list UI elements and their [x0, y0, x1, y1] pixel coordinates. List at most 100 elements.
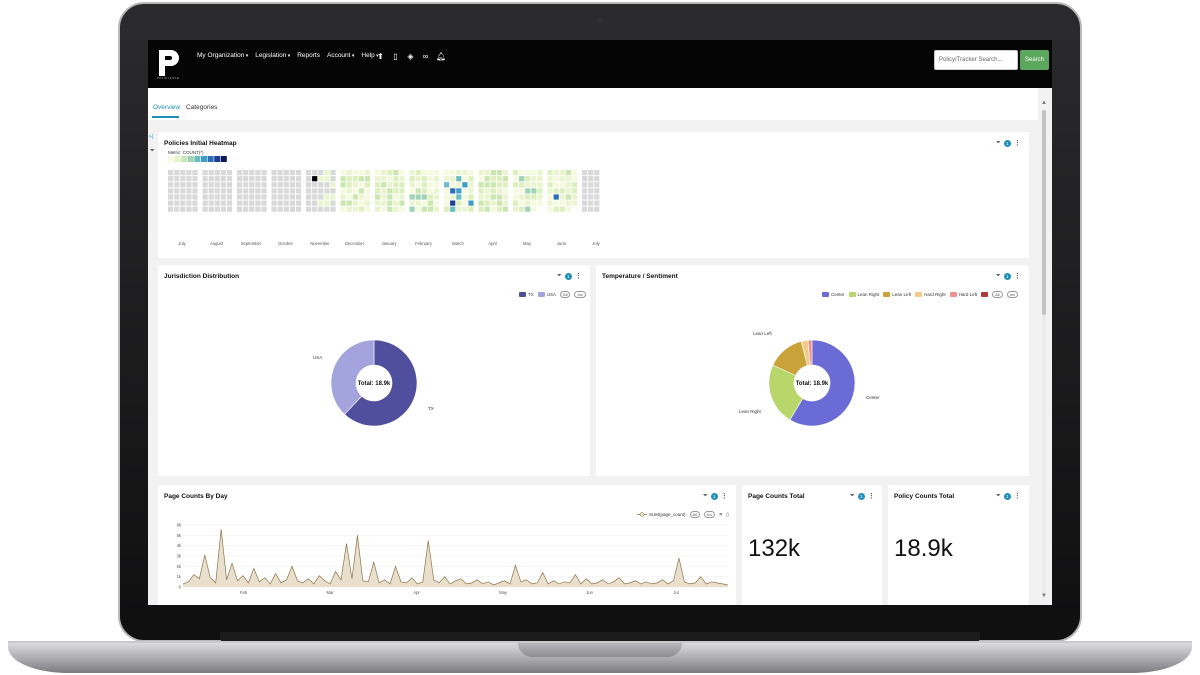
heatmap-cell[interactable]: [346, 170, 352, 176]
heatmap-cell[interactable]: [214, 194, 220, 200]
heatmap-cell[interactable]: [513, 206, 519, 212]
heatmap-cell[interactable]: [502, 188, 509, 194]
heatmap-cell[interactable]: [324, 188, 330, 194]
heatmap-cell[interactable]: [582, 200, 588, 206]
heatmap-cell[interactable]: [462, 176, 468, 182]
heatmap-cell[interactable]: [537, 200, 543, 206]
heatmap-cell[interactable]: [174, 182, 180, 188]
heatmap-cell[interactable]: [547, 194, 553, 200]
heatmap-cell[interactable]: [174, 200, 180, 206]
heatmap-cell[interactable]: [283, 188, 289, 194]
heatmap-cell[interactable]: [271, 170, 277, 176]
heatmap-cell[interactable]: [226, 194, 233, 200]
heatmap-cell[interactable]: [168, 206, 174, 212]
heatmap-cell[interactable]: [168, 200, 174, 206]
heatmap-cell[interactable]: [226, 182, 233, 188]
heatmap-cell[interactable]: [456, 182, 462, 188]
heatmap-cell[interactable]: [513, 200, 519, 206]
heatmap-cell[interactable]: [295, 170, 302, 176]
heatmap-cell[interactable]: [381, 200, 387, 206]
heatmap-cell[interactable]: [214, 176, 220, 182]
heatmap-cell[interactable]: [208, 200, 214, 206]
heatmap-cell[interactable]: [306, 206, 312, 212]
donut-slice[interactable]: [330, 339, 375, 415]
heatmap-cell[interactable]: [600, 170, 606, 176]
heatmap-cell[interactable]: [208, 188, 214, 194]
heatmap-cell[interactable]: [283, 206, 289, 212]
heatmap-cell[interactable]: [180, 194, 186, 200]
heatmap-cell[interactable]: [381, 188, 387, 194]
heatmap-cell[interactable]: [409, 170, 415, 176]
heatmap-cell[interactable]: [468, 188, 474, 194]
heatmap-cell[interactable]: [312, 176, 318, 182]
heatmap-cell[interactable]: [421, 182, 427, 188]
heatmap-cell[interactable]: [352, 176, 358, 182]
heatmap-cell[interactable]: [444, 182, 450, 188]
heatmap-cell[interactable]: [387, 170, 393, 176]
heatmap-cell[interactable]: [531, 194, 537, 200]
heatmap-cell[interactable]: [358, 200, 364, 206]
heatmap-cell[interactable]: [295, 176, 302, 182]
heatmap-cell[interactable]: [456, 200, 462, 206]
more-menu-icon[interactable]: ⋮: [720, 493, 728, 500]
heatmap-cell[interactable]: [174, 176, 180, 182]
heatmap-cell[interactable]: [249, 206, 255, 212]
heatmap-cell[interactable]: [318, 182, 324, 188]
heatmap-cell[interactable]: [261, 194, 267, 200]
heatmap-cell[interactable]: [226, 170, 233, 176]
heatmap-cell[interactable]: [324, 176, 330, 182]
heatmap-cell[interactable]: [433, 188, 440, 194]
heatmap-cell[interactable]: [571, 182, 578, 188]
more-menu-icon[interactable]: ⋮: [1013, 273, 1021, 280]
heatmap-cell[interactable]: [490, 200, 496, 206]
heatmap-cell[interactable]: [306, 176, 312, 182]
heatmap-cell[interactable]: [409, 200, 415, 206]
heatmap-cell[interactable]: [312, 200, 318, 206]
heatmap-cell[interactable]: [553, 176, 559, 182]
heatmap-cell[interactable]: [375, 188, 381, 194]
heatmap-cell[interactable]: [415, 200, 421, 206]
heatmap-cell[interactable]: [531, 170, 537, 176]
heatmap-cell[interactable]: [553, 194, 559, 200]
heatmap-cell[interactable]: [226, 176, 233, 182]
heatmap-cell[interactable]: [490, 182, 496, 188]
heatmap-cell[interactable]: [606, 206, 612, 212]
heatmap-cell[interactable]: [415, 188, 421, 194]
heatmap-cell[interactable]: [202, 194, 208, 200]
menu-item-legislation[interactable]: Legislation: [255, 52, 290, 59]
heatmap-cell[interactable]: [271, 194, 277, 200]
heatmap-cell[interactable]: [399, 182, 405, 188]
heatmap-cell[interactable]: [525, 206, 531, 212]
heatmap-cell[interactable]: [255, 188, 261, 194]
heatmap-cell[interactable]: [444, 194, 450, 200]
heatmap-cell[interactable]: [214, 182, 220, 188]
heatmap-cell[interactable]: [525, 170, 531, 176]
heatmap-cell[interactable]: [582, 176, 588, 182]
heatmap-cell[interactable]: [588, 200, 594, 206]
heatmap-cell[interactable]: [444, 170, 450, 176]
heatmap-cell[interactable]: [450, 170, 456, 176]
heatmap-cell[interactable]: [271, 200, 277, 206]
heatmap-cell[interactable]: [559, 182, 565, 188]
heatmap-cell[interactable]: [364, 170, 371, 176]
heatmap-cell[interactable]: [295, 182, 302, 188]
heatmap-cell[interactable]: [358, 188, 364, 194]
heatmap-cell[interactable]: [375, 194, 381, 200]
heatmap-cell[interactable]: [346, 188, 352, 194]
collapse-icon[interactable]: »|: [149, 134, 154, 140]
heatmap-cell[interactable]: [409, 176, 415, 182]
heatmap-cell[interactable]: [295, 194, 302, 200]
heatmap-cell[interactable]: [537, 170, 543, 176]
heatmap-cell[interactable]: [174, 170, 180, 176]
heatmap-cell[interactable]: [261, 188, 267, 194]
menu-item-reports[interactable]: Reports: [297, 52, 320, 59]
heatmap-cell[interactable]: [289, 182, 295, 188]
heatmap-cell[interactable]: [496, 188, 502, 194]
heatmap-cell[interactable]: [519, 206, 525, 212]
heatmap-cell[interactable]: [600, 206, 606, 212]
legend-item-tx[interactable]: TX: [519, 292, 534, 297]
heatmap-cell[interactable]: [364, 188, 371, 194]
heatmap-cell[interactable]: [484, 194, 490, 200]
heatmap-cell[interactable]: [214, 206, 220, 212]
heatmap-cell[interactable]: [237, 188, 243, 194]
